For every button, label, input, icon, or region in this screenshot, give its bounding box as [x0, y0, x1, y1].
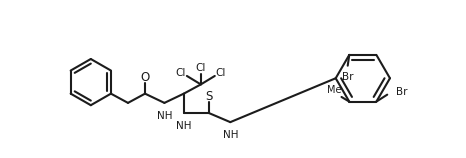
Text: Br: Br: [342, 72, 354, 82]
Text: Cl: Cl: [216, 68, 226, 78]
Text: Me: Me: [327, 85, 342, 95]
Text: O: O: [140, 71, 150, 84]
Text: NH: NH: [157, 111, 172, 121]
Text: NH: NH: [176, 121, 192, 131]
Text: Br: Br: [396, 87, 407, 97]
Text: NH: NH: [223, 130, 238, 140]
Text: Cl: Cl: [176, 68, 186, 78]
Text: S: S: [205, 90, 212, 103]
Text: Cl: Cl: [196, 63, 206, 73]
